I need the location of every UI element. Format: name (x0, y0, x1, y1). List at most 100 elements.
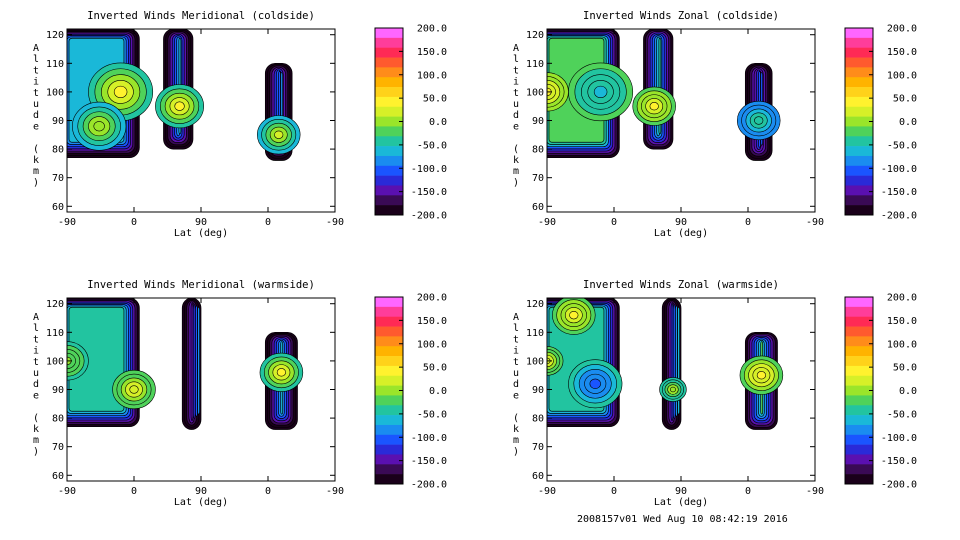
colorbar-label: 50.0 (423, 94, 447, 105)
colorbar-band (845, 336, 873, 347)
colorbar-label: -200.0 (411, 480, 447, 491)
colorbar-band (845, 316, 873, 327)
colorbar-band (375, 57, 403, 68)
contour-peak (589, 378, 601, 389)
contour-field (67, 298, 304, 430)
y-tick-label: 70 (52, 173, 64, 184)
y-tick-label: 60 (52, 202, 64, 213)
contour-band (195, 305, 198, 417)
colorbar-label: 150.0 (887, 47, 917, 58)
colorbar-band (375, 205, 403, 216)
contour-band (197, 306, 200, 415)
x-tick-label: -90 (806, 217, 824, 228)
contour-field (547, 298, 784, 430)
colorbar-band (845, 155, 873, 167)
contour-peak (174, 101, 185, 111)
colorbar-band (845, 434, 873, 445)
colorbar-band (375, 424, 403, 436)
contour-region-3 (736, 62, 781, 161)
y-tick-label: 100 (46, 356, 64, 367)
contour-peak (569, 310, 579, 320)
contour-peak (756, 371, 766, 380)
colorbar-band (375, 126, 403, 137)
colorbar-band (845, 424, 873, 436)
contour-region-2 (155, 29, 204, 150)
colorbar-label: 100.0 (417, 70, 447, 81)
colorbar-label: 100.0 (417, 339, 447, 350)
chart-title: Inverted Winds Meridional (warmside) (87, 279, 315, 291)
colorbar-band (375, 146, 403, 157)
x-axis-label: Lat (deg) (174, 497, 228, 508)
chart-title: Inverted Winds Meridional (coldside) (87, 10, 315, 22)
x-tick-label: 0 (611, 486, 617, 497)
colorbar-band (845, 405, 873, 416)
colorbar-band (375, 326, 403, 337)
colorbar-label: -100.0 (881, 433, 917, 444)
colorbar-band (845, 346, 873, 357)
contour-peak (113, 85, 128, 98)
y-tick-label: 80 (52, 145, 64, 156)
colorbar-band (375, 365, 403, 377)
contour-field (547, 29, 781, 161)
y-tick-label: 90 (532, 116, 544, 127)
y-tick-label: 100 (526, 87, 544, 98)
y-tick-label: 110 (46, 59, 64, 70)
x-tick-label: 0 (131, 217, 137, 228)
x-tick-label: 90 (675, 217, 687, 228)
colorbar-label: 50.0 (893, 94, 917, 105)
x-tick-label: 90 (195, 217, 207, 228)
colorbar-label: 200.0 (417, 293, 447, 304)
colorbar-band (375, 195, 403, 206)
x-tick-label: 90 (675, 486, 687, 497)
x-tick-label: 0 (611, 217, 617, 228)
colorbar-label: -50.0 (887, 140, 917, 151)
colorbar-band (845, 28, 873, 39)
contour-region-1 (547, 29, 634, 159)
colorbar-band (375, 37, 403, 48)
colorbar-band (845, 385, 873, 396)
x-axis-label: Lat (deg) (654, 497, 708, 508)
contour-region-1 (67, 298, 156, 428)
colorbar-label: -50.0 (417, 409, 447, 420)
colorbar-band (845, 356, 873, 367)
colorbar-label: -150.0 (881, 187, 917, 198)
y-tick-label: 60 (532, 202, 544, 213)
colorbar-band (375, 385, 403, 396)
colorbar: 200.0 150.0 100.0 50.0 0.0 -50.0 -100.0 -150.0 -… (374, 293, 447, 491)
colorbar-band (375, 106, 403, 117)
colorbar-band (845, 195, 873, 206)
colorbar-label: -50.0 (887, 409, 917, 420)
colorbar-band (375, 185, 403, 196)
colorbar-label: 100.0 (887, 339, 917, 350)
colorbar-band (845, 106, 873, 117)
contour-peak (129, 385, 139, 394)
contour-peak (669, 386, 676, 393)
colorbar-label: -100.0 (411, 433, 447, 444)
colorbar-band (375, 474, 403, 485)
colorbar-band (375, 454, 403, 465)
colorbar-band (845, 37, 873, 48)
x-axis-label: Lat (deg) (174, 228, 228, 239)
colorbar-label: 200.0 (887, 24, 917, 35)
colorbar-label: -200.0 (881, 480, 917, 491)
colorbar-band (375, 346, 403, 357)
colorbar-band (845, 415, 873, 426)
colorbar-band (845, 57, 873, 68)
colorbar-band (375, 316, 403, 327)
colorbar-label: 150.0 (887, 316, 917, 327)
colorbar-band (375, 356, 403, 367)
y-tick-label: 60 (52, 471, 64, 482)
colorbar-band (375, 434, 403, 445)
y-tick-label: 90 (52, 116, 64, 127)
colorbar-label: 50.0 (423, 363, 447, 374)
colorbar-label: -50.0 (417, 140, 447, 151)
colorbar-band (375, 155, 403, 167)
y-tick-label: 100 (526, 356, 544, 367)
y-tick-label: 80 (532, 145, 544, 156)
contour-peak (593, 85, 608, 98)
colorbar-band (845, 395, 873, 406)
